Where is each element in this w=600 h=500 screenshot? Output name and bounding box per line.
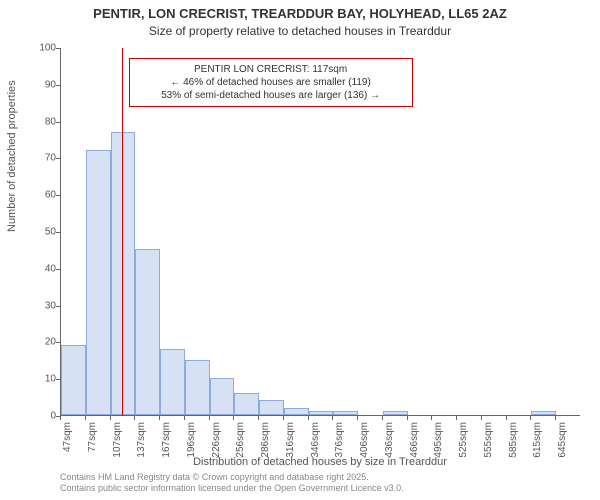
y-tick-label: 40 bbox=[16, 263, 56, 274]
x-tick-mark bbox=[184, 416, 185, 420]
x-tick-mark bbox=[332, 416, 333, 420]
annotation-line-3: 53% of semi-detached houses are larger (… bbox=[136, 89, 406, 102]
annotation-line-2: ← 46% of detached houses are smaller (11… bbox=[136, 76, 406, 89]
y-tick-mark bbox=[56, 306, 60, 307]
x-tick-mark bbox=[407, 416, 408, 420]
y-tick-label: 100 bbox=[16, 43, 56, 54]
y-tick-label: 30 bbox=[16, 300, 56, 311]
attribution-line-2: Contains public sector information licen… bbox=[60, 483, 580, 494]
histogram-bar bbox=[160, 349, 185, 415]
y-tick-mark bbox=[56, 158, 60, 159]
y-tick-label: 50 bbox=[16, 227, 56, 238]
x-tick-mark bbox=[530, 416, 531, 420]
y-tick-mark bbox=[56, 85, 60, 86]
y-tick-label: 0 bbox=[16, 411, 56, 422]
annotation-line-1: PENTIR LON CRECRIST: 117sqm bbox=[136, 63, 406, 76]
histogram-bar bbox=[135, 249, 160, 415]
y-tick-mark bbox=[56, 379, 60, 380]
histogram-bar bbox=[210, 378, 235, 415]
histogram-bar bbox=[234, 393, 259, 415]
x-axis-label: Distribution of detached houses by size … bbox=[60, 456, 580, 468]
x-tick-mark bbox=[506, 416, 507, 420]
chart-subtitle: Size of property relative to detached ho… bbox=[0, 24, 600, 38]
annotation-box: PENTIR LON CRECRIST: 117sqm← 46% of deta… bbox=[129, 58, 413, 107]
y-tick-label: 10 bbox=[16, 374, 56, 385]
chart-container: { "chart": { "type": "histogram", "title… bbox=[0, 0, 600, 500]
x-tick-mark bbox=[258, 416, 259, 420]
x-tick-mark bbox=[159, 416, 160, 420]
y-tick-mark bbox=[56, 195, 60, 196]
property-marker-line bbox=[122, 48, 123, 416]
y-tick-mark bbox=[56, 122, 60, 123]
plot-area: PENTIR LON CRECRIST: 117sqm← 46% of deta… bbox=[60, 48, 580, 416]
x-tick-mark bbox=[481, 416, 482, 420]
attribution-line-1: Contains HM Land Registry data © Crown c… bbox=[60, 472, 580, 483]
x-tick-mark bbox=[308, 416, 309, 420]
histogram-bar bbox=[259, 400, 284, 415]
attribution-text: Contains HM Land Registry data © Crown c… bbox=[60, 472, 580, 494]
histogram-bar bbox=[86, 150, 111, 415]
x-tick-mark bbox=[555, 416, 556, 420]
chart-title: PENTIR, LON CRECRIST, TREARDDUR BAY, HOL… bbox=[0, 6, 600, 21]
y-tick-mark bbox=[56, 269, 60, 270]
y-tick-label: 20 bbox=[16, 337, 56, 348]
x-tick-mark bbox=[382, 416, 383, 420]
y-tick-label: 70 bbox=[16, 153, 56, 164]
x-tick-mark bbox=[110, 416, 111, 420]
x-tick-mark bbox=[134, 416, 135, 420]
y-tick-label: 80 bbox=[16, 116, 56, 127]
y-tick-label: 90 bbox=[16, 79, 56, 90]
y-tick-mark bbox=[56, 342, 60, 343]
y-tick-mark bbox=[56, 48, 60, 49]
x-tick-mark bbox=[283, 416, 284, 420]
histogram-bar bbox=[284, 408, 309, 415]
histogram-bar bbox=[309, 411, 334, 415]
histogram-bar bbox=[333, 411, 358, 415]
y-tick-label: 60 bbox=[16, 190, 56, 201]
x-tick-mark bbox=[431, 416, 432, 420]
histogram-bar bbox=[531, 411, 556, 415]
x-tick-mark bbox=[357, 416, 358, 420]
x-tick-mark bbox=[85, 416, 86, 420]
histogram-bar bbox=[61, 345, 86, 415]
x-tick-mark bbox=[60, 416, 61, 420]
y-tick-mark bbox=[56, 232, 60, 233]
x-tick-mark bbox=[209, 416, 210, 420]
histogram-bar bbox=[383, 411, 408, 415]
x-tick-mark bbox=[233, 416, 234, 420]
histogram-bar bbox=[185, 360, 210, 415]
x-tick-mark bbox=[456, 416, 457, 420]
